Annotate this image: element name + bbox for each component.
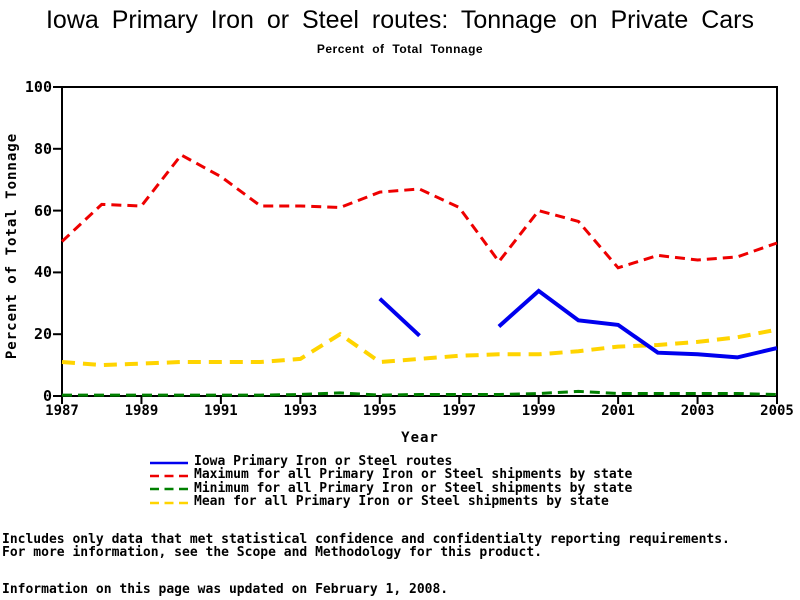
x-tick-label-2003: 2003 (680, 403, 715, 419)
y-axis-title: Percent of Total Tonnage (4, 133, 20, 359)
y-tick-label-40: 40 (33, 263, 52, 282)
x-tick-label-1993: 1993 (283, 403, 318, 419)
legend-item-0: Iowa Primary Iron or Steel routes (150, 455, 452, 469)
y-tick-label-60: 60 (33, 201, 52, 220)
chart-subtitle: Percent of Total Tonnage (316, 42, 484, 56)
y-tick-label-20: 20 (33, 325, 52, 344)
legend-line-sample (150, 501, 188, 504)
plot-frame (61, 86, 778, 397)
legend-item-3: Mean for all Primary Iron or Steel shipm… (150, 495, 609, 509)
chart-title: Iowa Primary Iron or Steel routes: Tonna… (45, 6, 755, 34)
x-tick-label-2001: 2001 (601, 403, 635, 419)
legend-line-sample (150, 474, 188, 478)
x-tick-label-1999: 1999 (521, 403, 556, 419)
plot-frame-rect (61, 86, 778, 397)
series-line-1 (60, 153, 778, 270)
y-tick-label-80: 80 (33, 139, 52, 158)
footnote-line-1: Includes only data that met statistical … (2, 532, 730, 547)
legend-label: Mean for all Primary Iron or Steel shipm… (194, 494, 609, 510)
axis-tick-marks (53, 86, 778, 404)
y-tick-label-0: 0 (42, 387, 52, 405)
legend-item-1: Maximum for all Primary Iron or Steel sh… (150, 468, 632, 482)
legend-line-sample (150, 488, 188, 491)
series-line-3 (61, 327, 778, 368)
x-tick-label-1995: 1995 (362, 403, 397, 419)
footnote-line-2: For more information, see the Scope and … (2, 545, 543, 560)
legend-label: Maximum for all Primary Iron or Steel sh… (194, 467, 633, 483)
plot-area: Percent of Total Tonnage (4, 86, 778, 404)
legend-line-sample (150, 461, 188, 464)
x-tick-label-1989: 1989 (124, 403, 159, 419)
y-tick-label-100: 100 (24, 78, 52, 96)
x-tick-label-1991: 1991 (204, 403, 238, 419)
x-axis-title: Year (401, 430, 439, 446)
x-tick-label-2005: 2005 (760, 403, 794, 419)
series-line-2 (62, 389, 778, 397)
series-lines (60, 153, 778, 397)
legend-label: Minimum for all Primary Iron or Steel sh… (194, 480, 633, 496)
legend-item-2: Minimum for all Primary Iron or Steel sh… (150, 482, 632, 496)
legend-label: Iowa Primary Iron or Steel routes (194, 454, 453, 469)
x-tick-label-1987: 1987 (45, 403, 79, 419)
series-line-0 (378, 288, 778, 360)
x-tick-label-1997: 1997 (442, 403, 477, 419)
footnote-updated: Information on this page was updated on … (2, 582, 449, 597)
